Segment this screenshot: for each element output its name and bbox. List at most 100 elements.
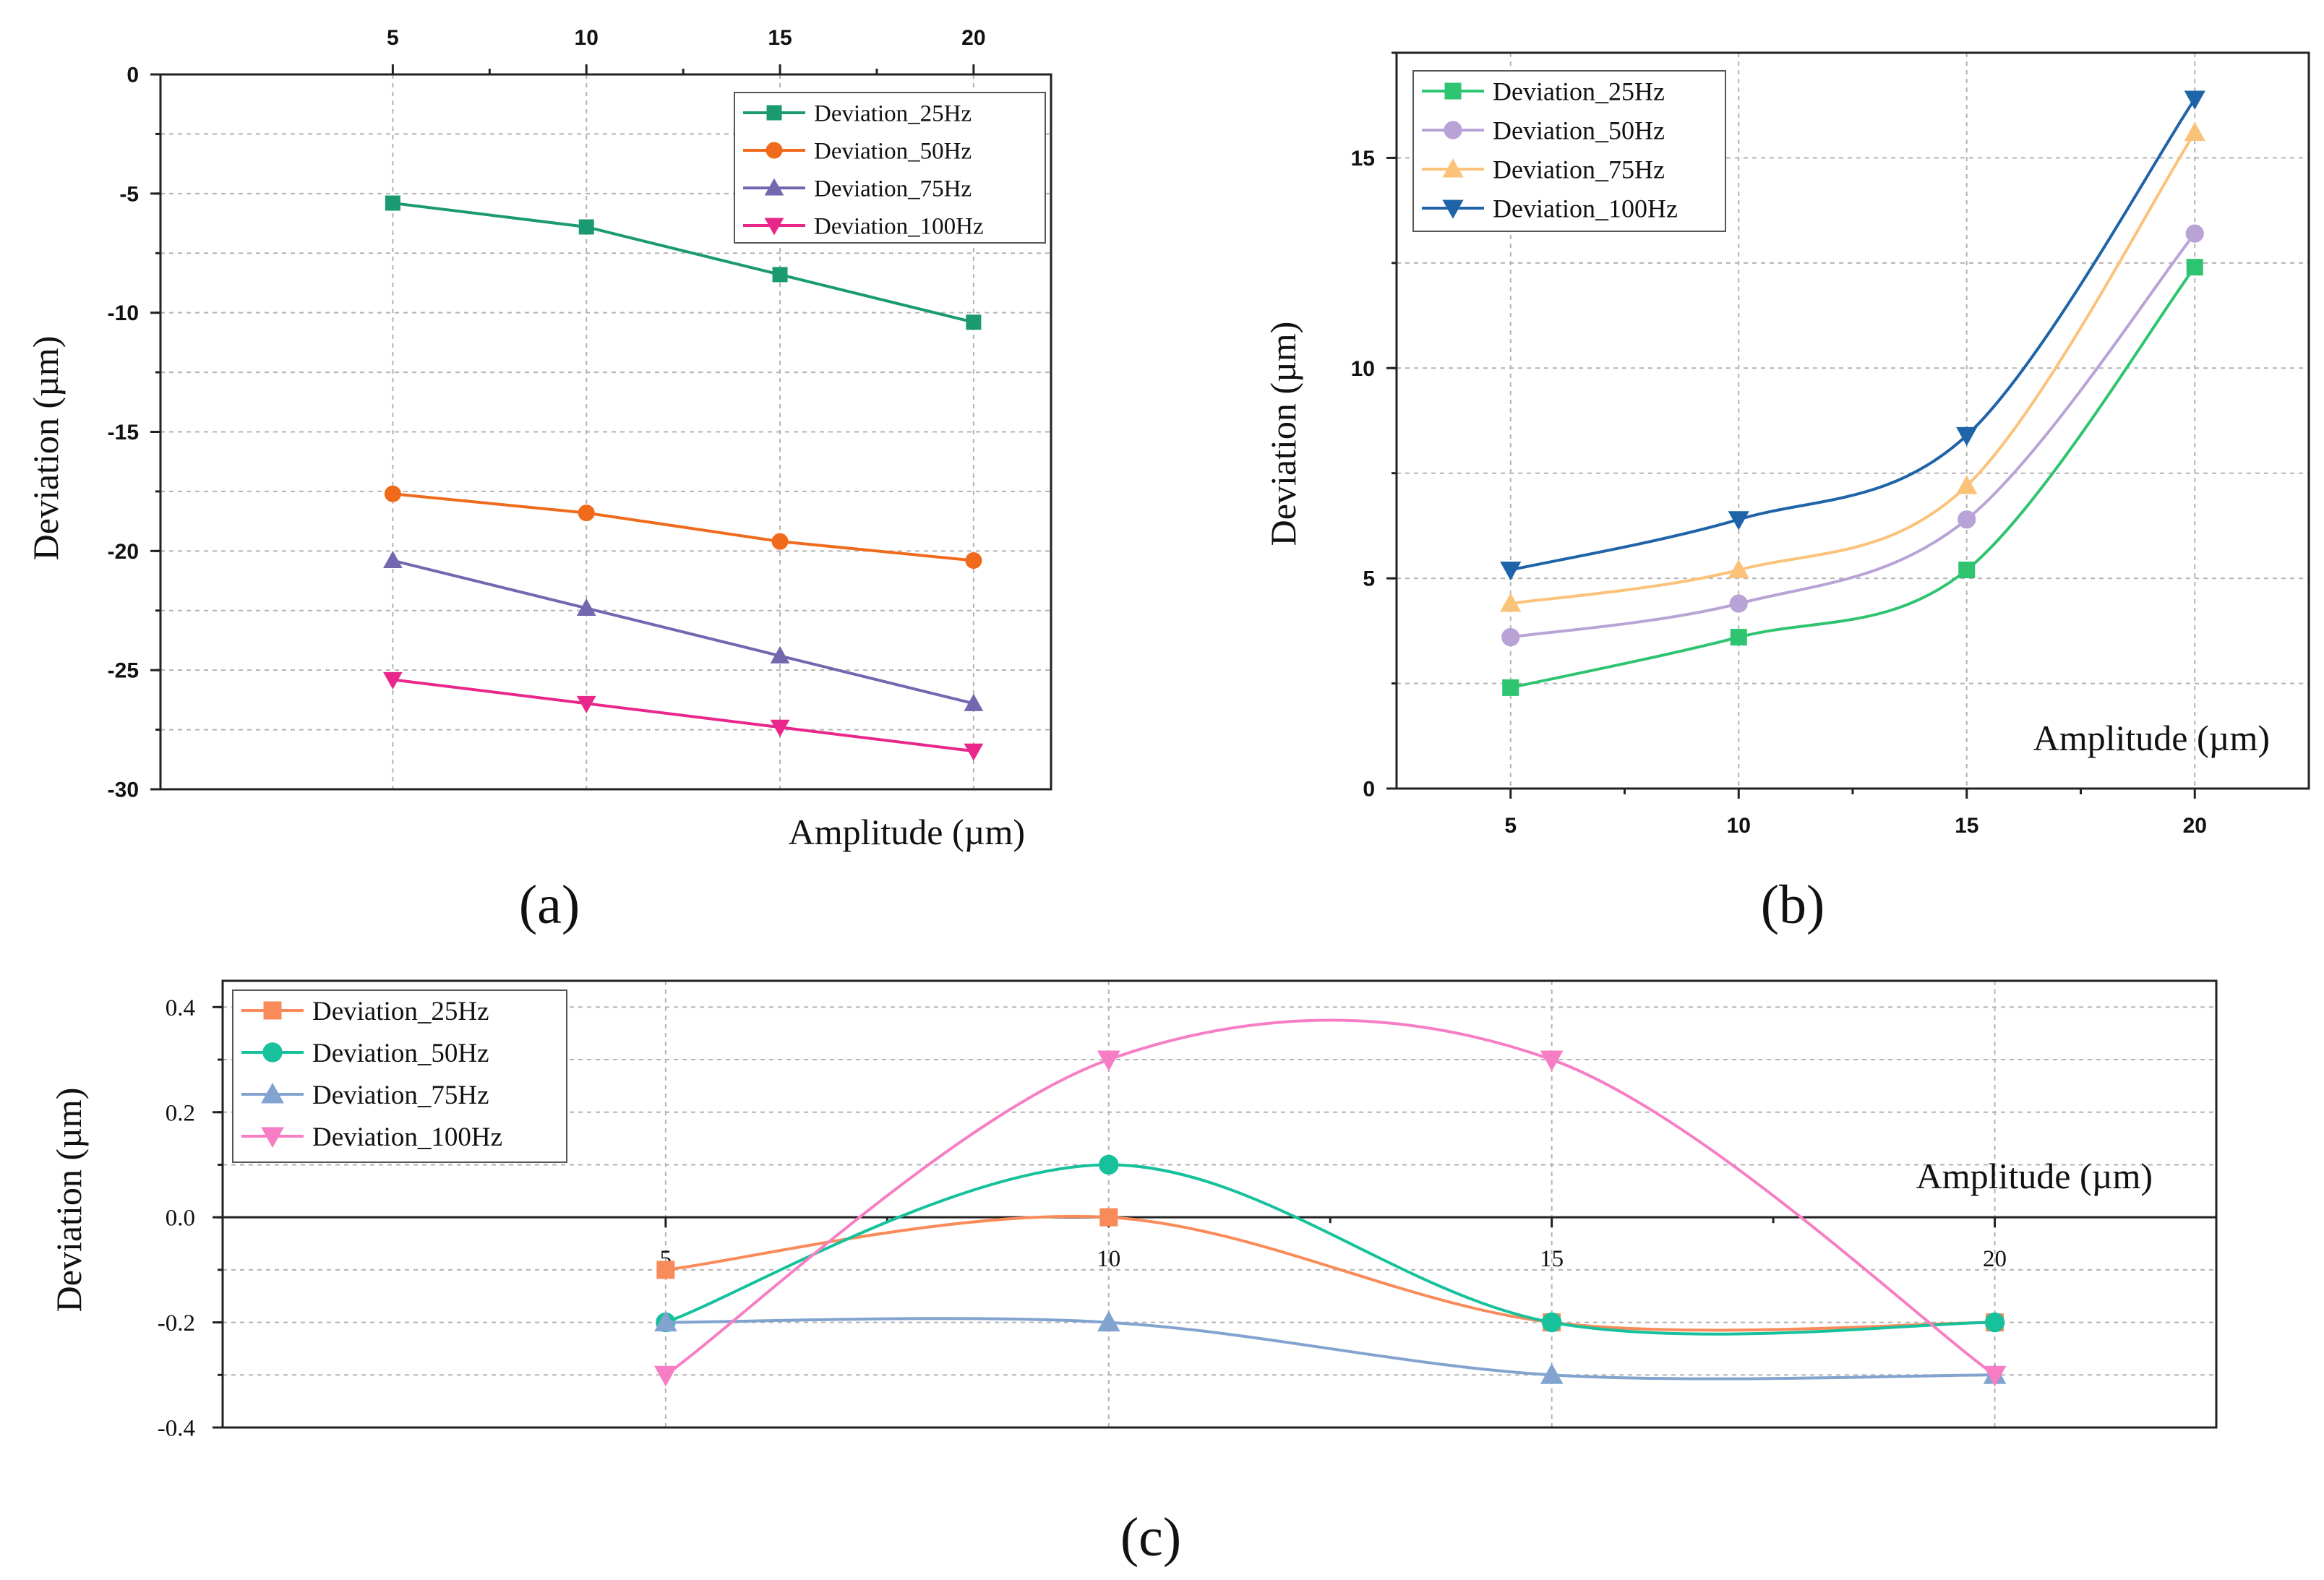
data-point [654, 1365, 677, 1387]
data-point [770, 645, 790, 664]
data-point [770, 719, 790, 737]
y-tick-label: 0.0 [166, 1206, 195, 1232]
data-point [2186, 259, 2203, 276]
legend-label: Deviation_25Hz [814, 101, 972, 127]
y-tick-label: 5 [1363, 567, 1375, 591]
data-point [1958, 510, 1976, 529]
legend-swatch-marker [1442, 158, 1464, 178]
legend-swatch-marker [261, 1082, 284, 1104]
y-tick-label: -30 [108, 778, 139, 802]
series-line [1510, 266, 2196, 690]
data-point [576, 598, 596, 616]
x-tick-label: 15 [1540, 1246, 1564, 1272]
series-deviation-50hz [656, 1154, 2005, 1336]
data-point [1956, 426, 1978, 447]
data-point [385, 195, 400, 211]
x-tick-label: 20 [1983, 1246, 2007, 1272]
panel-caption: (b) [1761, 875, 1825, 935]
y-tick-label: 0.2 [166, 1100, 195, 1126]
data-point [964, 693, 984, 711]
y-tick-label: 0.4 [166, 995, 195, 1021]
legend: Deviation_25Hz Deviation_50Hz Deviation_75… [232, 989, 567, 1163]
x-tick-label: 5 [1504, 814, 1517, 838]
y-tick-label: -15 [108, 421, 139, 445]
y-axis-label: Deviation (µm) [48, 1088, 89, 1313]
y-tick-label: -25 [108, 659, 139, 683]
series-deviation-100hz [1500, 90, 2205, 581]
y-tick-label: -0.2 [158, 1310, 195, 1336]
series-line [393, 678, 974, 753]
series-line [1510, 132, 2196, 606]
panel-caption: (c) [1120, 1507, 1181, 1568]
legend-label: Deviation_25Hz [1493, 77, 1665, 106]
data-point [383, 671, 403, 690]
data-point [1099, 1208, 1118, 1227]
legend-swatch-marker [263, 1001, 282, 1020]
y-tick-label: 10 [1351, 357, 1375, 381]
series-deviation-75hz [1500, 121, 2205, 612]
y-tick-label: 0 [1363, 778, 1375, 802]
legend-label: Deviation_50Hz [1493, 116, 1665, 145]
data-point [1540, 1050, 1564, 1072]
y-tick-label: -5 [119, 182, 139, 206]
data-point [1500, 562, 1522, 581]
series-deviation-100hz [383, 671, 984, 761]
data-point [1730, 629, 1747, 646]
data-point [1956, 475, 1978, 494]
data-point [2184, 121, 2205, 142]
data-point [2184, 90, 2205, 110]
legend-swatch-marker [262, 1042, 283, 1062]
legend-label: Deviation_50Hz [814, 139, 972, 165]
legend-label: Deviation_100Hz [1493, 194, 1678, 223]
data-point [1729, 594, 1748, 613]
data-point [1097, 1050, 1120, 1072]
series-line [392, 559, 974, 705]
legend-swatch-marker [764, 178, 784, 196]
y-axis-label: Deviation (µm) [1263, 322, 1303, 546]
legend-box [232, 989, 567, 1163]
data-point [383, 550, 403, 569]
x-axis-label: Amplitude (µm) [1916, 1156, 2153, 1196]
y-tick-label: -10 [108, 301, 139, 325]
legend-swatch-marker [261, 1127, 284, 1148]
data-point [576, 695, 596, 713]
series-line [1510, 232, 2196, 639]
data-point [578, 505, 595, 522]
data-point [2185, 224, 2204, 243]
y-tick-label: -0.4 [158, 1416, 195, 1442]
legend-label: Deviation_75Hz [814, 176, 972, 202]
legend: Deviation_25Hz Deviation_50Hz Deviation_75… [734, 92, 1046, 244]
data-point [1501, 627, 1520, 647]
legend-label: Deviation_25Hz [312, 997, 489, 1026]
data-point [1097, 1310, 1120, 1332]
series-line [393, 492, 974, 562]
series-deviation-25hz [1502, 259, 2203, 696]
data-point [964, 743, 984, 761]
x-tick-label: 5 [387, 26, 399, 50]
legend-swatch-marker [766, 142, 783, 159]
legend-swatch-marker [1444, 121, 1462, 139]
data-point [578, 219, 594, 235]
data-point [1983, 1365, 2007, 1387]
data-point [772, 267, 788, 283]
x-tick-label: 15 [768, 26, 792, 50]
data-point [1540, 1363, 1564, 1384]
legend-swatch-marker [766, 105, 782, 121]
x-tick-label: 10 [1097, 1246, 1120, 1272]
data-point [656, 1261, 675, 1279]
legend-box [1412, 70, 1726, 232]
data-point [1500, 593, 1522, 612]
x-tick-label: 10 [1727, 814, 1751, 838]
x-tick-label: 15 [1955, 814, 1978, 838]
x-tick-label: 20 [961, 26, 985, 50]
series-deviation-50hz [384, 485, 982, 570]
series-deviation-100hz [654, 1018, 2007, 1387]
y-tick-label: -20 [108, 540, 139, 564]
legend-label: Deviation_75Hz [1493, 155, 1665, 184]
data-point [1728, 511, 1749, 531]
series-line [665, 1163, 1995, 1336]
y-tick-label: 0 [127, 64, 139, 87]
series-line [393, 202, 974, 324]
series-deviation-25hz [385, 195, 982, 330]
